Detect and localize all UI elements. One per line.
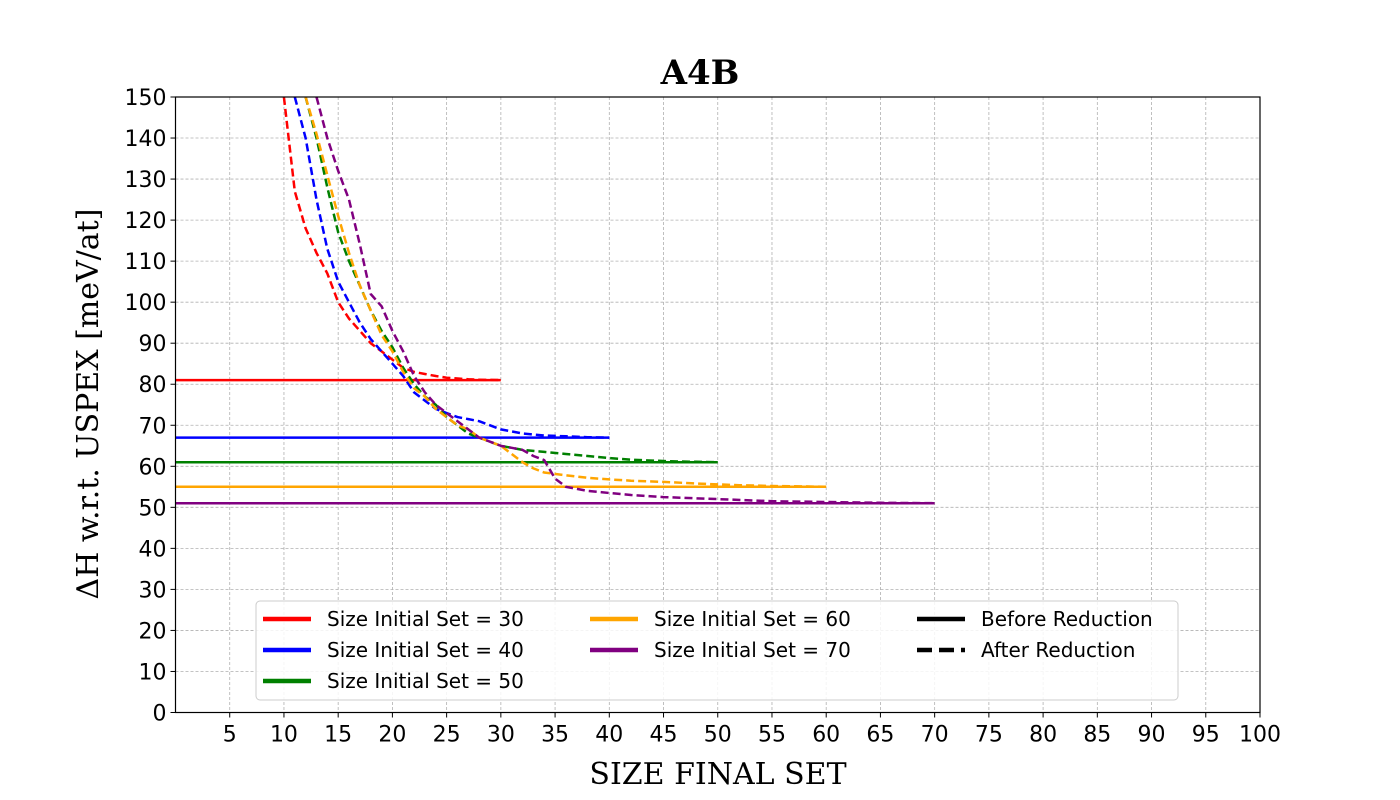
x-tick-label: 40	[595, 723, 623, 748]
y-tick-label: 40	[139, 537, 167, 562]
y-tick-label: 80	[139, 373, 167, 398]
x-tick-label: 60	[812, 723, 840, 748]
series-line-after-9	[317, 97, 935, 503]
x-tick-label: 15	[324, 723, 352, 748]
x-tick-label: 30	[487, 723, 515, 748]
y-tick-label: 110	[125, 250, 167, 275]
y-tick-label: 150	[125, 86, 167, 111]
x-tick-label: 20	[378, 723, 406, 748]
y-tick-label: 90	[139, 332, 167, 357]
x-tick-label: 65	[866, 723, 894, 748]
x-tick-label: 90	[1138, 723, 1166, 748]
x-tick-label: 85	[1083, 723, 1111, 748]
x-tick-label: 55	[758, 723, 786, 748]
x-tick-label: 45	[650, 723, 678, 748]
x-tick-label: 25	[433, 723, 461, 748]
y-tick-label: 10	[139, 660, 167, 685]
x-tick-label: 10	[270, 723, 298, 748]
legend-label: After Reduction	[981, 638, 1135, 662]
y-tick-label: 120	[125, 209, 167, 234]
x-tick-label: 70	[921, 723, 949, 748]
x-axis-ticks: 5 10 15 20 25 30 35 40 45 50 55 60 65 70 75 80 85 90 95 100	[223, 713, 1281, 748]
legend: Size Initial Set = 30 Size Initial Set = …	[256, 601, 1178, 700]
chart-title: A4B	[660, 53, 740, 93]
legend-label: Size Initial Set = 30	[327, 607, 524, 631]
y-tick-label: 140	[125, 127, 167, 152]
y-tick-label: 100	[125, 291, 167, 316]
y-tick-label: 20	[139, 619, 167, 644]
series-line-after-6	[295, 97, 610, 438]
x-axis-label: SIZE FINAL SET	[589, 757, 846, 792]
y-tick-label: 130	[125, 168, 167, 193]
legend-label: Size Initial Set = 50	[327, 669, 524, 693]
x-tick-label: 95	[1192, 723, 1220, 748]
x-tick-label: 35	[541, 723, 569, 748]
legend-label: Size Initial Set = 70	[654, 638, 851, 662]
legend-label: Size Initial Set = 60	[654, 607, 851, 631]
x-tick-label: 75	[975, 723, 1003, 748]
y-tick-label: 60	[139, 455, 167, 480]
legend-label: Size Initial Set = 40	[327, 638, 524, 662]
y-tick-label: 30	[139, 578, 167, 603]
y-tick-label: 50	[139, 496, 167, 521]
y-tick-label: 70	[139, 414, 167, 439]
y-axis-ticks: 0 10 20 30 40 50 60 70 80 90 100 110 120 130 140 150	[125, 86, 176, 727]
x-tick-label: 80	[1029, 723, 1057, 748]
x-tick-label: 5	[223, 723, 237, 748]
series-line-after-8	[306, 97, 827, 487]
y-axis-label: ΔH w.r.t. USPEX [meV/at]	[71, 209, 106, 600]
legend-label: Before Reduction	[981, 607, 1153, 631]
x-tick-label: 50	[704, 723, 732, 748]
y-tick-label: 0	[153, 702, 167, 727]
series-line-after-7	[306, 97, 718, 462]
x-tick-label: 100	[1239, 723, 1281, 748]
